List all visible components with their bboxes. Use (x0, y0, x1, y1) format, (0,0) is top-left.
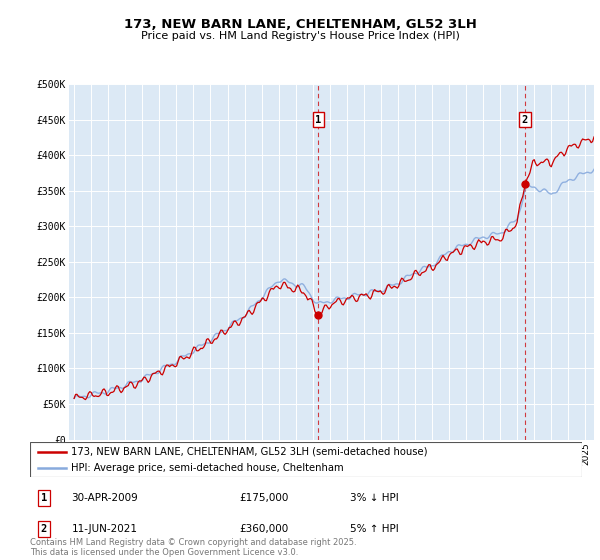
Text: 2: 2 (521, 115, 528, 124)
Text: £360,000: £360,000 (240, 524, 289, 534)
FancyBboxPatch shape (30, 442, 582, 477)
Text: 173, NEW BARN LANE, CHELTENHAM, GL52 3LH (semi-detached house): 173, NEW BARN LANE, CHELTENHAM, GL52 3LH… (71, 447, 428, 457)
Text: HPI: Average price, semi-detached house, Cheltenham: HPI: Average price, semi-detached house,… (71, 463, 344, 473)
Text: 1: 1 (41, 493, 47, 503)
Text: 2: 2 (41, 524, 47, 534)
Text: Price paid vs. HM Land Registry's House Price Index (HPI): Price paid vs. HM Land Registry's House … (140, 31, 460, 41)
Text: 1: 1 (315, 115, 322, 124)
Text: 5% ↑ HPI: 5% ↑ HPI (350, 524, 399, 534)
Text: Contains HM Land Registry data © Crown copyright and database right 2025.
This d: Contains HM Land Registry data © Crown c… (30, 538, 356, 557)
Text: 11-JUN-2021: 11-JUN-2021 (71, 524, 137, 534)
Text: 173, NEW BARN LANE, CHELTENHAM, GL52 3LH: 173, NEW BARN LANE, CHELTENHAM, GL52 3LH (124, 18, 476, 31)
Text: 3% ↓ HPI: 3% ↓ HPI (350, 493, 399, 503)
Text: £175,000: £175,000 (240, 493, 289, 503)
Text: 30-APR-2009: 30-APR-2009 (71, 493, 138, 503)
